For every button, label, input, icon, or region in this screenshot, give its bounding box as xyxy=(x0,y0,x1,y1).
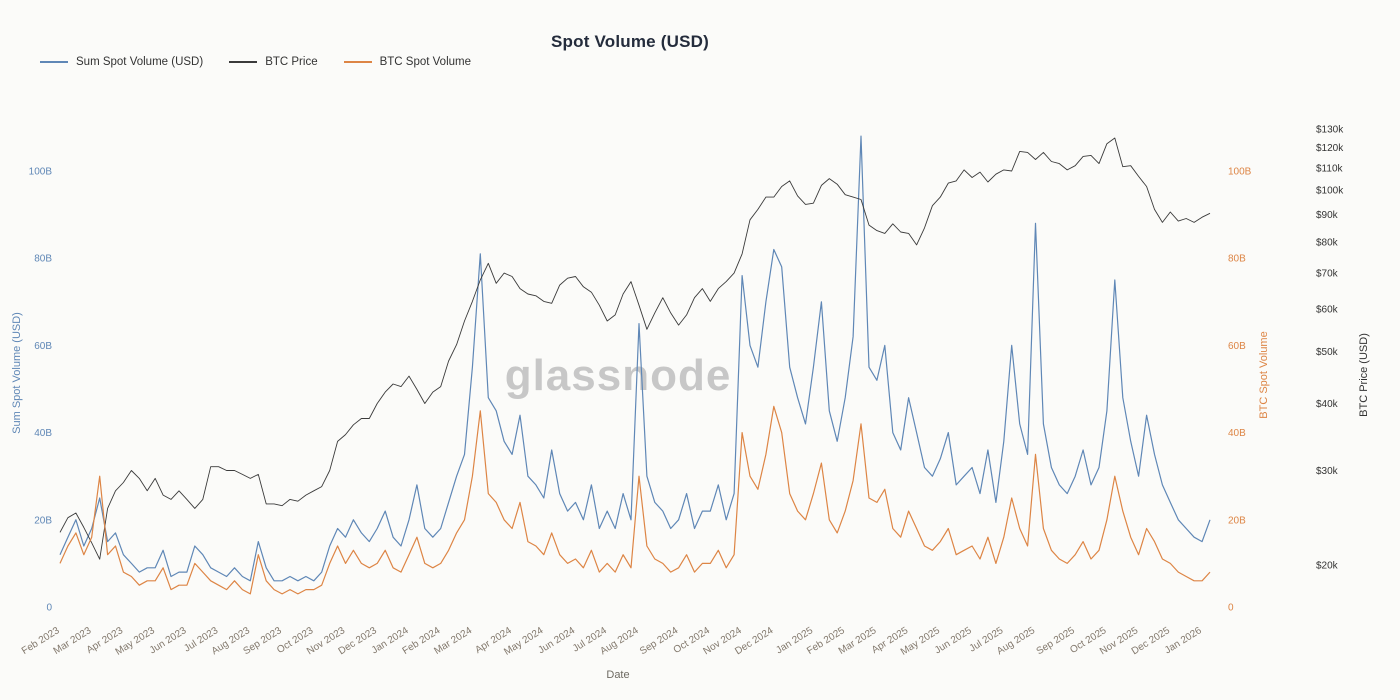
price-tick-label: $20k xyxy=(1316,561,1339,572)
right-volume-tick-label: 40B xyxy=(1228,428,1246,439)
right-volume-tick-label: 80B xyxy=(1228,254,1246,265)
left-axis-title: Sum Spot Volume (USD) xyxy=(11,312,23,434)
price-tick-label: $120k xyxy=(1316,143,1344,154)
right-volume-tick-label: 100B xyxy=(1228,167,1252,178)
x-axis-tick-label: Jan 2026 xyxy=(1163,625,1204,656)
price-tick-label: $90k xyxy=(1316,210,1339,221)
price-tick-label: $80k xyxy=(1316,237,1339,248)
price-tick-label: $70k xyxy=(1316,269,1339,280)
right-volume-axis-title: BTC Spot Volume xyxy=(1258,331,1270,419)
price-tick-label: $130k xyxy=(1316,124,1344,135)
left-volume-tick-label: 80B xyxy=(34,254,52,265)
legend-item-btc-spot-volume[interactable]: BTC Spot Volume xyxy=(343,56,471,68)
legend-label-btc-spot-volume: BTC Spot Volume xyxy=(379,56,471,68)
series-line-btc-spot-volume xyxy=(59,405,1211,595)
right-volume-tick-label: 0 xyxy=(1228,603,1234,614)
price-tick-label: $50k xyxy=(1316,347,1339,358)
legend-label-btc-price: BTC Price xyxy=(265,56,318,68)
price-tick-label: $100k xyxy=(1316,186,1344,197)
price-tick-label: $60k xyxy=(1316,305,1339,316)
right-volume-tick-label: 20B xyxy=(1228,515,1246,526)
chart-title: Spot Volume (USD) xyxy=(551,32,709,51)
x-axis-tick-label: Jun 2023 xyxy=(148,625,189,656)
legend-item-btc-price[interactable]: BTC Price xyxy=(229,56,318,68)
legend: Sum Spot Volume (USD) BTC Price BTC Spot… xyxy=(40,56,471,68)
series-line-sum-spot-volume xyxy=(59,135,1211,582)
legend-swatch-btc-spot-volume xyxy=(343,61,372,63)
x-axis-tick-label: Jun 2025 xyxy=(933,625,974,656)
legend-swatch-sum-spot-volume xyxy=(40,61,68,63)
x-axis-tick-label: Jun 2024 xyxy=(536,625,577,656)
x-axis-title: Date xyxy=(606,669,630,681)
legend-swatch-btc-price xyxy=(229,61,258,63)
right-price-axis-title: BTC Price (USD) xyxy=(1358,333,1370,417)
legend-label-sum-spot-volume: Sum Spot Volume (USD) xyxy=(76,56,204,68)
price-tick-label: $30k xyxy=(1316,466,1339,477)
left-volume-tick-label: 100B xyxy=(29,167,53,178)
right-volume-tick-label: 60B xyxy=(1228,341,1246,352)
left-volume-tick-label: 20B xyxy=(34,515,52,526)
left-volume-tick-label: 40B xyxy=(34,428,52,439)
left-volume-tick-label: 60B xyxy=(34,341,52,352)
price-tick-label: $40k xyxy=(1316,399,1339,410)
left-volume-tick-label: 0 xyxy=(46,603,52,614)
price-tick-label: $110k xyxy=(1316,163,1344,174)
series-line-btc-price xyxy=(59,137,1211,560)
legend-item-sum-spot-volume[interactable]: Sum Spot Volume (USD) xyxy=(40,56,203,68)
